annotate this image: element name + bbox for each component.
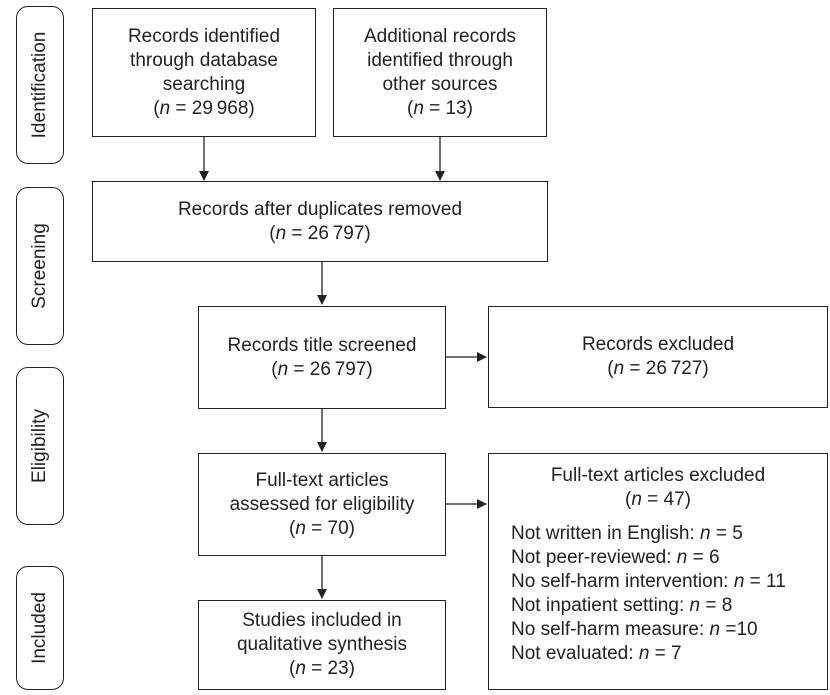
box-fulltext-excluded: Full-text articles excluded (n = 47) Not… [488,453,828,690]
box-text: searching [162,73,246,95]
box-text: Records after duplicates removed [177,198,463,220]
box-count: (n = 26 797) [269,222,371,244]
box-fulltext-assessed: Full-text articles assessed for eligibil… [198,453,446,556]
excluded-count: (n = 47) [624,489,692,510]
box-records-excluded: Records excluded (n = 26 727) [488,306,828,408]
box-count: (n = 13) [406,97,474,119]
excluded-title: Full-text articles excluded [550,465,766,486]
phase-eligibility: Eligibility [16,367,64,525]
box-database-records: Records identified through database sear… [92,8,316,137]
phase-included: Included [16,566,64,690]
box-text: Additional records [363,25,517,47]
box-text: qualitative synthesis [236,634,408,655]
box-text: Records excluded [581,334,735,355]
exclusion-reason: No self-harm measure: n =10 [511,619,758,640]
box-text: Records title screened [227,334,417,356]
box-title-screened: Records title screened (n = 26 797) [198,306,446,409]
box-count: (n = 23) [288,658,356,679]
exclusion-reason: No self-harm intervention: n = 11 [511,571,786,592]
exclusion-reason: Not inpatient setting: n = 8 [511,595,733,616]
box-text: through database [130,49,278,71]
box-text: other sources [382,73,498,95]
box-count: (n = 70) [288,517,356,539]
exclusion-reason: Not written in English: n = 5 [511,523,743,544]
box-count: (n = 26 797) [271,358,373,380]
box-text: identified through [367,49,513,71]
box-other-sources: Additional records identified through ot… [333,8,547,137]
box-text: Records identified [127,25,281,47]
box-count: (n = 26 727) [607,358,709,379]
box-text: assessed for eligibility [229,493,415,515]
box-included-studies: Studies included in qualitative synthesi… [198,600,446,690]
phase-identification: Identification [16,6,64,164]
box-count: (n = 29 968) [153,97,255,119]
box-text: Full-text articles [255,469,389,491]
box-text: Studies included in [242,610,402,631]
phase-screening: Screening [16,187,64,345]
exclusion-reasons-list: Not written in English: n = 5 Not peer-r… [489,522,827,666]
exclusion-reason: Not evaluated: n = 7 [511,643,682,664]
exclusion-reason: Not peer-reviewed: n = 6 [511,547,720,568]
box-duplicates-removed: Records after duplicates removed (n = 26… [92,181,548,262]
